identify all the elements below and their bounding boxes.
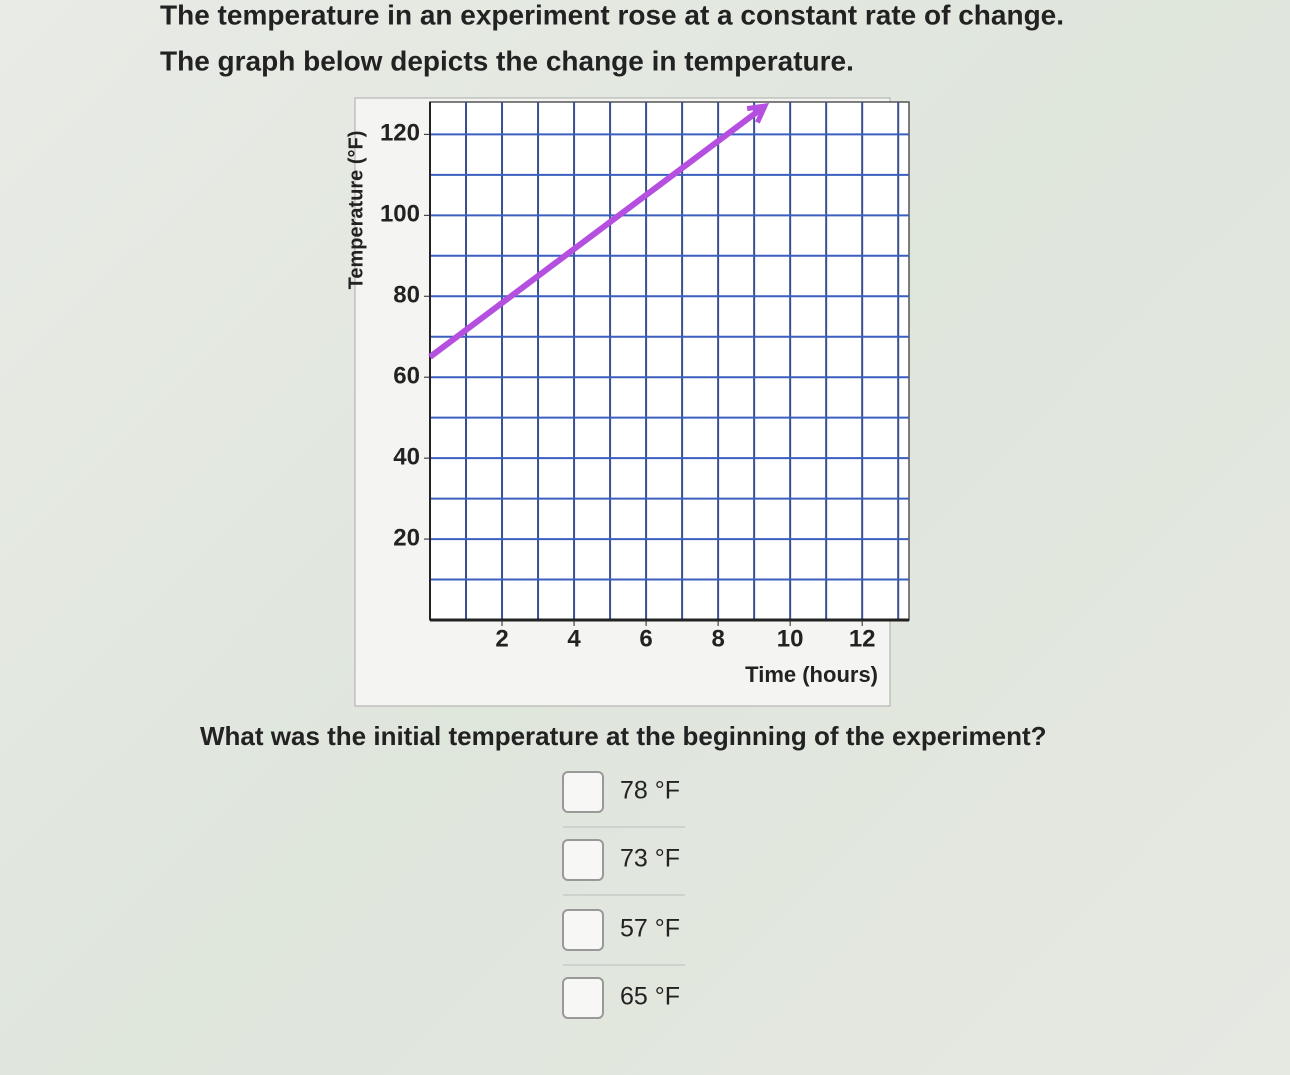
x-tick-label: 12 <box>849 625 876 652</box>
x-tick-label: 4 <box>567 625 581 652</box>
option-label[interactable]: 73 °F <box>620 845 680 873</box>
option-label[interactable]: 57 °F <box>620 915 680 943</box>
checkbox[interactable] <box>562 909 604 951</box>
x-axis-title: Time (hours) <box>745 662 878 687</box>
plot-area <box>429 101 910 621</box>
y-tick-label: 100 <box>380 201 420 228</box>
question: What was the initial temperature at the … <box>200 721 1047 751</box>
arrow-head <box>746 102 770 124</box>
x-tick-label: 10 <box>777 625 804 652</box>
checkbox[interactable] <box>562 771 604 813</box>
checkbox[interactable] <box>562 977 604 1019</box>
x-tick-label: 8 <box>711 625 724 652</box>
option-label[interactable]: 65 °F <box>620 983 680 1011</box>
data-line <box>428 103 767 360</box>
y-tick-label: 120 <box>380 120 420 147</box>
y-axis-title: Temperature (°F) <box>345 131 367 290</box>
x-tick-label: 6 <box>639 625 652 652</box>
y-tick-label: 80 <box>393 282 420 309</box>
x-tick-label: 2 <box>495 625 508 652</box>
y-tick-label: 20 <box>393 524 420 551</box>
y-tick-label: 40 <box>393 443 420 470</box>
header-line: The graph below depicts the change in te… <box>160 45 854 76</box>
option-label[interactable]: 78 °F <box>620 777 680 805</box>
checkbox[interactable] <box>562 839 604 881</box>
y-tick-label: 60 <box>393 363 420 390</box>
header-line: The temperature in an experiment rose at… <box>160 0 1064 30</box>
